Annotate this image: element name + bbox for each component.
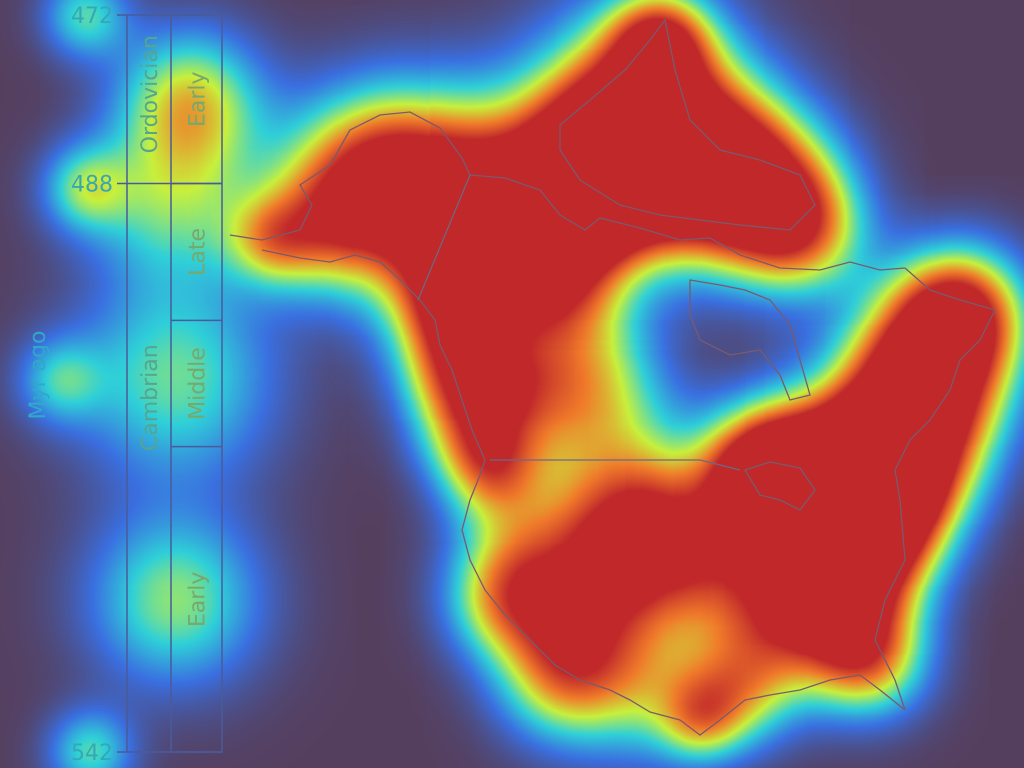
atlantic-coast [874,267,996,711]
gulf-pacific-coast [461,459,906,736]
geologic-time-scale: 472 488 542 Early Late Middle Early Ordovician C… [26,4,223,766]
alaska-coast [229,111,471,241]
arctic-coast [469,174,906,271]
hudson-bay-coast [689,279,811,401]
period-label-ordovician: Ordovician [138,35,163,153]
epoch-label-2: Middle [186,347,211,420]
arctic-islands-coast [559,18,816,231]
pacific-coast-north [261,249,486,461]
epoch-label-3: Early [186,572,211,628]
alaska-canada-border [417,174,471,301]
coastline-outline [229,18,996,736]
epoch-label-1: Late [186,228,211,276]
epoch-label-0: Early [186,71,211,127]
time-tick-label: 542 [71,741,113,766]
time-axis-unit-label: Myr ago [26,331,51,420]
canada-us-border [490,459,741,471]
time-tick-label: 472 [71,4,113,29]
time-tick-label: 488 [71,172,113,197]
period-label-cambrian: Cambrian [138,344,163,451]
great-lakes-coast [744,461,816,511]
political-borders [417,174,741,471]
